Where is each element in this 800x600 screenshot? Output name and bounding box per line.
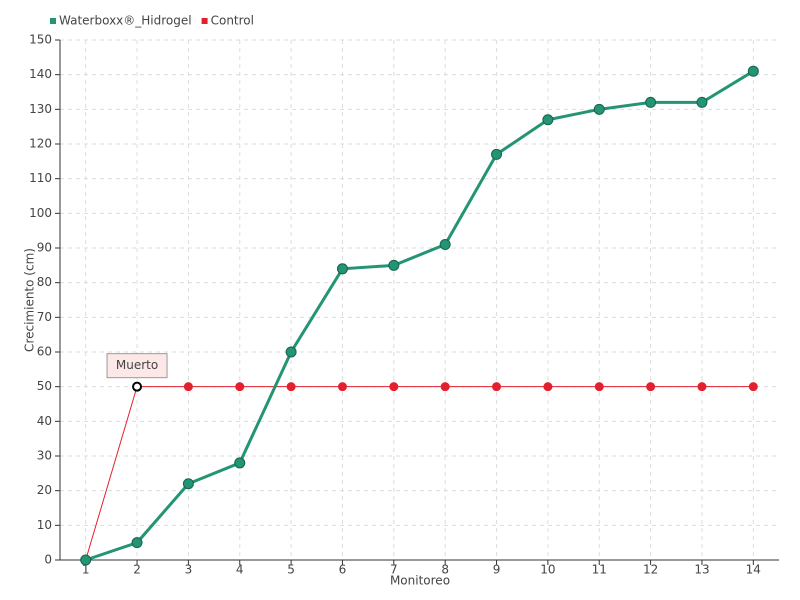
data-point: [697, 382, 707, 392]
annotation-box: [106, 353, 168, 379]
legend-label: Waterboxx®_Hidrogel: [59, 14, 192, 28]
x-tick-label: 1: [82, 563, 90, 577]
data-point: [235, 382, 245, 392]
x-tick-label: 7: [390, 563, 398, 577]
data-point: [183, 382, 193, 392]
y-tick-label: 130: [29, 102, 52, 116]
y-tick-label: 100: [29, 206, 52, 220]
x-tick-label: 5: [287, 563, 295, 577]
data-point: [748, 382, 758, 392]
data-point: [285, 346, 297, 358]
y-tick-label: 20: [37, 483, 52, 497]
y-tick-label: 140: [29, 67, 52, 81]
legend-label: Control: [211, 14, 254, 28]
y-tick-label: 70: [37, 310, 52, 324]
data-point: [388, 259, 400, 271]
y-tick-label: 50: [37, 379, 52, 393]
data-point: [696, 96, 708, 108]
data-point: [645, 96, 657, 108]
data-point: [132, 381, 143, 392]
data-point: [234, 457, 246, 469]
x-tick-label: 4: [236, 563, 244, 577]
data-point: [80, 554, 92, 566]
data-point: [492, 382, 502, 392]
legend-swatch: [201, 18, 208, 24]
y-tick-label: 90: [37, 241, 52, 255]
y-tick-label: 110: [29, 171, 52, 185]
data-point: [646, 382, 656, 392]
x-tick-label: 2: [133, 563, 141, 577]
data-point: [389, 382, 399, 392]
data-point: [131, 537, 143, 549]
y-tick-label: 30: [37, 449, 52, 463]
x-tick-label: 9: [493, 563, 501, 577]
data-point: [336, 263, 348, 275]
y-tick-label: 60: [37, 345, 52, 359]
x-tick-label: 6: [339, 563, 347, 577]
data-point: [286, 382, 296, 392]
y-tick-label: 80: [37, 275, 52, 289]
annotation: Muerto: [116, 358, 158, 372]
data-point: [337, 382, 347, 392]
y-tick-label: 150: [29, 33, 52, 47]
x-tick-label: 11: [592, 563, 607, 577]
data-point: [594, 382, 604, 392]
x-tick-label: 13: [694, 563, 709, 577]
data-point: [440, 382, 450, 392]
data-point: [542, 114, 554, 126]
x-tick-label: 8: [441, 563, 449, 577]
x-tick-label: 10: [540, 563, 555, 577]
y-tick-label: 120: [29, 137, 52, 151]
y-tick-label: 10: [37, 518, 52, 532]
x-tick-label: 14: [746, 563, 761, 577]
data-point: [491, 148, 503, 160]
data-point: [182, 478, 194, 490]
data-point: [747, 65, 759, 77]
x-axis-label: Monitoreo: [390, 574, 450, 588]
y-axis-label: Crecimiento (cm): [23, 248, 37, 352]
series-line: [85, 69, 755, 562]
data-point: [593, 103, 605, 115]
y-tick-label: 40: [37, 414, 52, 428]
x-tick-label: 3: [185, 563, 193, 577]
data-point: [543, 382, 553, 392]
series-line: [85, 386, 754, 561]
x-tick-label: 12: [643, 563, 658, 577]
data-point: [439, 239, 451, 251]
legend-swatch: [50, 18, 56, 24]
y-tick-label: 0: [44, 553, 52, 567]
